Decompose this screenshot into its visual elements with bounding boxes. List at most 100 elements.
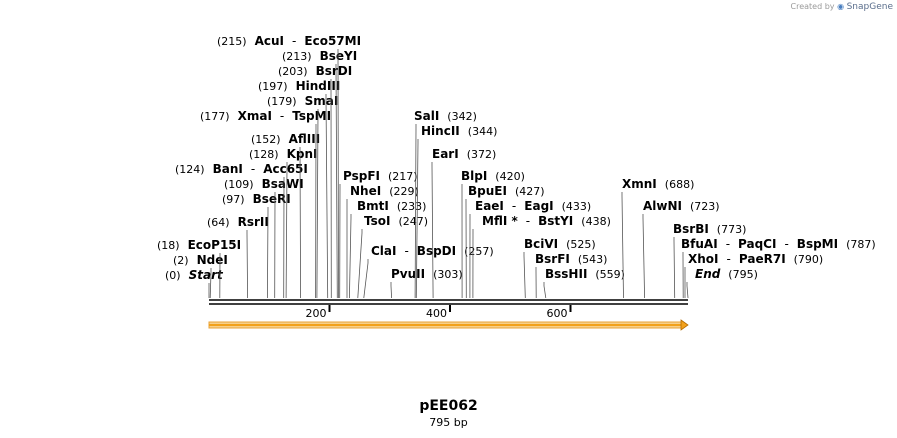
orf-arrowhead-icon [680, 319, 689, 331]
site-enzyme-name: NdeI [197, 253, 228, 267]
site-separator: - [405, 244, 409, 258]
site-enzyme-name: BciVI [524, 237, 558, 251]
site-nhei[interactable]: NheI (229) [346, 184, 419, 298]
site-bfuai[interactable]: BfuAI - PaqCI - BspMI (787) [681, 237, 876, 299]
site-leader-line [390, 282, 392, 299]
site-bcivi[interactable]: BciVI (525) [523, 237, 596, 299]
site-xmni[interactable]: XmnI (688) [621, 177, 695, 299]
site-position: (303) [433, 268, 463, 281]
site-enzyme-name: BssHII [545, 267, 587, 281]
site-position: (525) [566, 238, 596, 251]
site-enzyme-name: KpnI [287, 147, 318, 161]
site-bseri[interactable]: (97) BseRI [222, 192, 291, 299]
site-position: (787) [846, 238, 876, 251]
site-bsrdi[interactable]: (203) BsrDI [278, 64, 352, 299]
site-mfli[interactable]: MflI * - BstYI (438) [472, 214, 611, 299]
site-leader-line [363, 259, 369, 299]
site-leader-line [673, 237, 676, 299]
site-position: (433) [562, 200, 592, 213]
site-bani[interactable]: (124) BanI - Acc65I [175, 162, 308, 299]
site-position: (233) [397, 200, 427, 213]
site-enzyme-name: AlwNI [643, 199, 682, 213]
site-pvuii[interactable]: PvuII (303) [390, 267, 463, 299]
site-ecop15i[interactable]: (18) EcoP15I [157, 238, 241, 299]
site-separator: - [251, 162, 255, 176]
restriction-sites: (0) Start(2) NdeI (18) EcoP15I (64) RsrII (97) B… [157, 34, 876, 299]
site-leader-line [337, 49, 339, 299]
site-position: (342) [447, 110, 477, 123]
site-acui[interactable]: (215) AcuI - Eco57MI [217, 34, 361, 299]
site-position: (128) [249, 148, 279, 161]
site-xhoi[interactable]: XhoI - PaeR7I (790) [684, 252, 824, 298]
site-hincii[interactable]: HincII (344) [415, 124, 498, 299]
site-enzyme-name: BanI [213, 162, 243, 176]
site-bpuei[interactable]: BpuEI (427) [465, 184, 545, 299]
site-eari[interactable]: EarI (372) [431, 147, 497, 299]
site-position: (152) [251, 133, 281, 146]
site-bsrbi[interactable]: BsrBI (773) [673, 222, 747, 299]
site-enzyme-name: HincII [421, 124, 460, 138]
site-enzyme-name: PspFI [343, 169, 380, 183]
site-bsrfi[interactable]: BsrFI (543) [535, 252, 607, 299]
site-enzyme-name: RsrII [238, 215, 269, 229]
site-position: (688) [665, 178, 695, 191]
site-clai[interactable]: ClaI - BspDI (257) [363, 244, 494, 299]
site-position: (420) [495, 170, 525, 183]
site-hindiii[interactable]: (197) HindIII [258, 79, 340, 299]
site-enzyme-name: EarI [432, 147, 459, 161]
site-kpni[interactable]: (128) KpnI [249, 147, 318, 299]
site-start[interactable]: (0) Start [165, 268, 224, 298]
site-pspfi[interactable]: PspFI (217) [339, 169, 418, 299]
site-position: (427) [515, 185, 545, 198]
site-bsshii[interactable]: BssHII (559) [543, 267, 625, 299]
site-tsoi[interactable]: TsoI (247) [357, 214, 429, 299]
site-position: (790) [794, 253, 824, 266]
site-rsrii[interactable]: (64) RsrII [207, 215, 269, 299]
site-enzyme-name: TsoI [364, 214, 390, 228]
tick-label: 200 [306, 307, 327, 320]
site-enzyme-name: NheI [350, 184, 381, 198]
site-enzyme-name: BmtI [357, 199, 389, 213]
site-smai[interactable]: (179) SmaI [267, 94, 338, 299]
site-leader-line [299, 147, 302, 299]
site-separator: - [526, 214, 530, 228]
site-alwni[interactable]: AlwNI (723) [642, 199, 720, 299]
site-position: (18) [157, 239, 180, 252]
site-enzyme-name: BspMI [797, 237, 838, 251]
site-position: (247) [399, 215, 429, 228]
site-enzyme-name: AcuI [255, 34, 284, 48]
site-bmti[interactable]: BmtI (233) [349, 199, 427, 299]
site-position: (64) [207, 216, 230, 229]
site-enzyme-name: AflIII [289, 132, 321, 146]
site-xmai[interactable]: (177) XmaI - TspMI [200, 109, 331, 299]
site-position: (2) [173, 254, 189, 267]
site-enzyme-name: BsrBI [673, 222, 709, 236]
plasmid-length: 795 bp [429, 416, 468, 429]
site-position: (344) [468, 125, 498, 138]
site-enzyme-name: BlpI [461, 169, 487, 183]
site-position: (213) [282, 50, 312, 63]
site-enzyme-name: EagI [524, 199, 553, 213]
scale-ticks: 200 400 600 [306, 305, 572, 320]
site-enzyme-name: Acc65I [263, 162, 308, 176]
site-leader-line [543, 282, 547, 299]
site-enzyme-name: BfuAI [681, 237, 718, 251]
site-position: (438) [581, 215, 611, 228]
site-position: (372) [467, 148, 497, 161]
site-leader-line [316, 109, 319, 299]
site-position: (109) [224, 178, 254, 191]
site-sali[interactable]: SalI (342) [414, 109, 477, 299]
site-leader-line [414, 124, 417, 299]
dna-backbone [209, 299, 688, 305]
site-blpi[interactable]: BlpI (420) [461, 169, 525, 299]
site-afliii[interactable]: (152) AflIII [251, 132, 321, 299]
site-end[interactable]: End (795) [686, 267, 758, 299]
site-bsawi[interactable]: (109) BsaWI [224, 177, 304, 299]
site-eaei[interactable]: EaeI - EagI (433) [469, 199, 592, 299]
credit-prefix: Created by [790, 2, 835, 11]
snapgene-logo-icon: ◉ [837, 2, 845, 11]
tick-label: 600 [547, 307, 568, 320]
plasmid-name: pEE062 [419, 398, 478, 414]
site-position: (773) [717, 223, 747, 236]
